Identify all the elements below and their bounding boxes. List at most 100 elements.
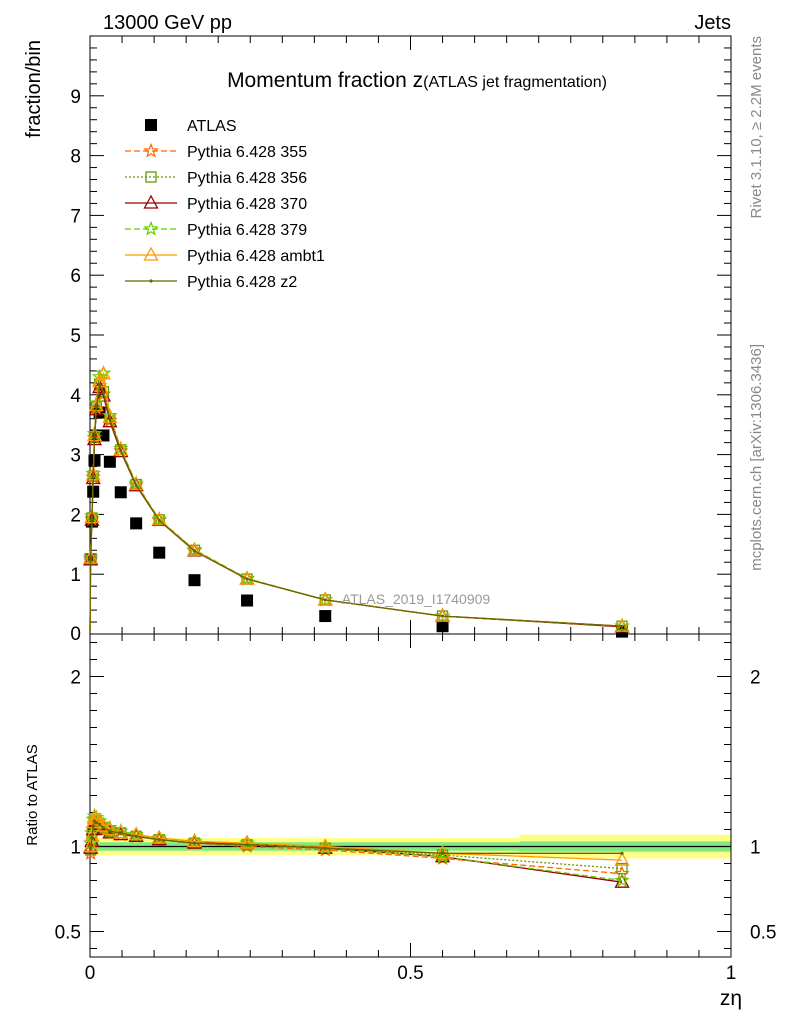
ratio-series-point xyxy=(434,848,451,863)
main-series-point xyxy=(94,405,99,409)
main-series-point xyxy=(92,435,97,439)
atlas-data-point xyxy=(88,454,101,467)
rivet-label: Rivet 3.1.10, ≥ 2.2M events xyxy=(748,36,765,219)
ratio-ytick-label: 2 xyxy=(70,668,81,689)
atlas-data-point xyxy=(103,455,116,468)
legend-entry-label: Pythia 6.428 379 xyxy=(187,222,307,239)
main-series-point xyxy=(186,541,203,556)
main-ytick-label: 5 xyxy=(70,326,81,347)
ratio-series-point xyxy=(102,821,118,836)
main-title-main: Momentum fraction z xyxy=(227,69,423,92)
legend-entry-label: Pythia 6.428 355 xyxy=(187,144,307,161)
main-ticks xyxy=(89,35,732,635)
ratio-series-point xyxy=(434,844,451,859)
ratio-series-point xyxy=(90,836,94,840)
main-title-sub: (ATLAS jet fragmentation) xyxy=(423,74,607,91)
x-tick-label: 0.5 xyxy=(397,963,423,984)
main-series-point xyxy=(317,591,333,607)
legend-marker xyxy=(143,220,159,236)
ratio-frame xyxy=(89,633,732,958)
x-axis-label: zη xyxy=(720,987,742,1010)
atlas-data-point xyxy=(130,517,143,530)
ratio-ytick-label: 1 xyxy=(70,838,81,859)
ratio-series-point xyxy=(245,843,249,847)
ratio-series-point xyxy=(323,846,327,850)
main-series-point xyxy=(128,476,144,491)
main-series-point xyxy=(192,549,197,553)
atlas-data-point xyxy=(436,620,449,633)
legend: ATLAS Pythia 6.428 355 Pythia 6.428 356 Pyt… xyxy=(125,118,325,291)
ratio-series-point xyxy=(614,872,630,888)
main-series-point xyxy=(119,448,123,453)
main-series-point xyxy=(245,577,249,581)
atlas-data-point xyxy=(319,610,332,623)
ratio-series-point xyxy=(83,838,99,853)
main-series-point xyxy=(108,417,112,421)
main-series-point xyxy=(614,618,630,633)
main-ytick-label: 6 xyxy=(70,266,81,287)
atlas-data-point xyxy=(114,486,127,499)
main-series-point xyxy=(323,598,327,602)
site-label: mcplots.cern.ch [arXiv:1306.3436] xyxy=(748,344,765,571)
legend-marker xyxy=(143,246,159,261)
ratio-series-line xyxy=(89,819,622,854)
main-series-point xyxy=(89,557,93,561)
main-series-point xyxy=(102,409,118,424)
ratio-ytick-label-right: 0.5 xyxy=(750,923,776,944)
main-series-point xyxy=(151,511,167,526)
x-tick-label: 0 xyxy=(85,963,96,984)
main-ytick-label: 7 xyxy=(70,206,81,227)
main-ytick-label: 3 xyxy=(70,446,81,467)
main-ytick-label: 2 xyxy=(70,505,81,526)
ratio-series-point xyxy=(317,838,333,853)
main-ytick-label: 4 xyxy=(70,386,81,407)
main-series-point xyxy=(134,483,138,487)
ratio-series-point xyxy=(91,824,95,828)
legend-marker xyxy=(143,142,159,158)
ratio-series-point xyxy=(157,838,161,842)
ratio-series-point xyxy=(192,841,197,845)
ratio-series-point xyxy=(186,833,203,848)
legend-entry-label: Pythia 6.428 z2 xyxy=(187,274,297,291)
ratio-series-point xyxy=(101,826,106,830)
atlas-data-point xyxy=(188,574,201,587)
main-series-point xyxy=(91,475,95,479)
main-ytick-label: 1 xyxy=(70,565,81,586)
ratio-series-point xyxy=(94,821,99,825)
main-series-point xyxy=(434,607,451,623)
ratio-series-point xyxy=(134,834,138,838)
main-series-point xyxy=(614,617,630,632)
main-tick-labels: 1 2 3 4 5 6 7 8 9 0 xyxy=(70,87,81,645)
ratio-ytick-label-right: 2 xyxy=(750,668,761,689)
ratio-series-point xyxy=(119,831,123,835)
main-series-point xyxy=(620,624,624,628)
ratio-series-point xyxy=(239,834,255,849)
legend-marker xyxy=(145,119,157,131)
main-series-point xyxy=(91,368,108,384)
legend-marker xyxy=(149,279,153,283)
analysis-watermark: ATLAS_2019_I1740909 xyxy=(342,591,491,607)
ratio-series xyxy=(82,807,630,888)
legend-entry-label: ATLAS xyxy=(187,118,237,135)
main-title: Momentum fraction z(ATLAS jet fragmentat… xyxy=(227,69,607,92)
legend-entry-label: Pythia 6.428 356 xyxy=(187,170,307,187)
ratio-series-point xyxy=(89,846,93,850)
legend-marker xyxy=(145,171,157,183)
ratio-series-point xyxy=(108,829,112,833)
main-series xyxy=(82,365,630,638)
main-series-point xyxy=(101,391,106,395)
ratio-ytick-label: 0.5 xyxy=(55,923,81,944)
atlas-data-point xyxy=(241,594,254,607)
ratio-series-point xyxy=(128,826,144,841)
main-ylabel: fraction/bin xyxy=(23,40,45,138)
ratio-series-point xyxy=(151,829,167,844)
ratio-ytick-label-right: 1 xyxy=(750,838,761,859)
main-series-point xyxy=(98,383,102,387)
ratio-series-point xyxy=(440,851,445,855)
process-label: Jets xyxy=(694,12,731,34)
main-series-point xyxy=(157,518,161,522)
main-series-point xyxy=(95,365,112,380)
